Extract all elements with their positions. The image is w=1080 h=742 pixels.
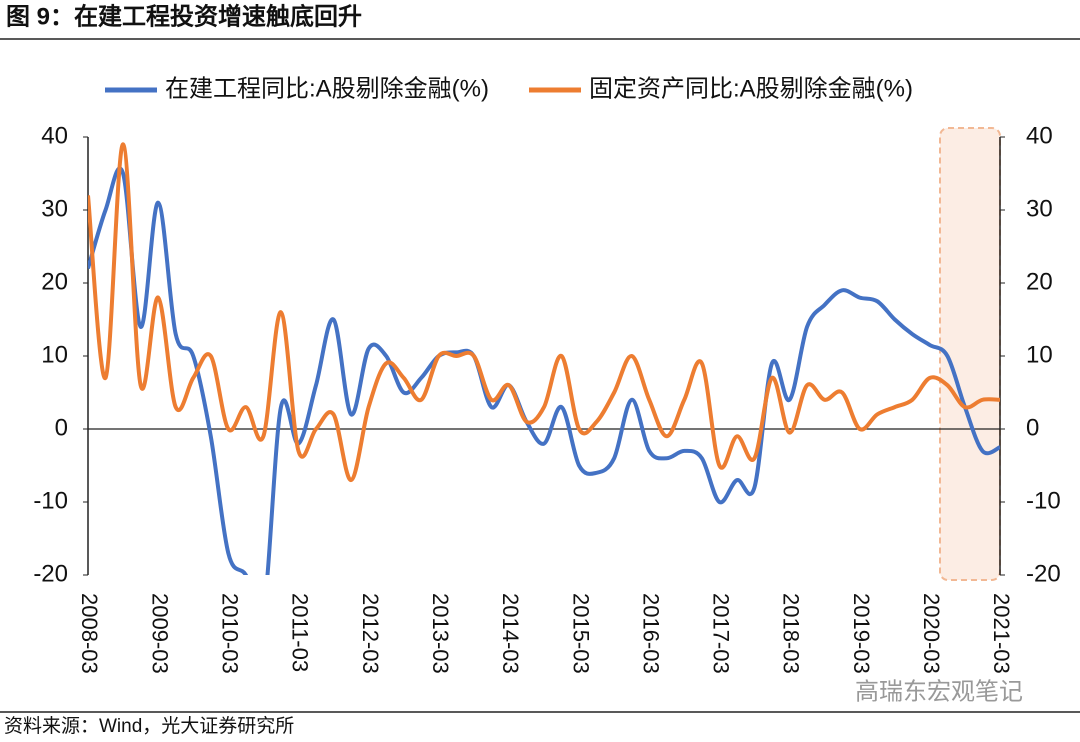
x-tick-label: 2015-03 <box>568 593 593 674</box>
x-tick-label: 2011-03 <box>288 593 313 672</box>
y2-tick-label: 20 <box>1026 268 1053 295</box>
y-tick-label: 40 <box>41 122 68 149</box>
x-tick-label: 2017-03 <box>709 593 734 674</box>
x-tick-label: 2010-03 <box>217 593 242 674</box>
watermark: 高瑞东宏观笔记 <box>855 678 1023 705</box>
y-tick-label: 20 <box>41 268 68 295</box>
highlight-box <box>939 127 1001 581</box>
y2-tick-label: 10 <box>1026 341 1053 368</box>
x-tick-label: 2009-03 <box>147 593 172 674</box>
y2-tick-label: 30 <box>1026 195 1053 222</box>
y2-tick-label: 40 <box>1026 122 1053 149</box>
series-line <box>88 166 1000 575</box>
y-tick-label: 0 <box>55 414 68 441</box>
source: 资料来源：Wind，光大证券研究所 <box>4 715 294 737</box>
x-tick-label: 2012-03 <box>358 593 383 674</box>
x-tick-label: 2008-03 <box>77 593 102 674</box>
y2-tick-label: 0 <box>1026 414 1039 441</box>
y-tick-label: -20 <box>33 560 68 587</box>
x-tick-label: 2021-03 <box>989 593 1014 674</box>
x-tick-label: 2016-03 <box>638 593 663 674</box>
x-tick-label: 2013-03 <box>428 593 453 674</box>
series-line <box>88 142 1000 483</box>
y-tick-label: -10 <box>33 487 68 514</box>
y-tick-label: 10 <box>41 341 68 368</box>
chart-title: 图 9：在建工程投资增速触底回升 <box>6 2 362 30</box>
x-tick-label: 2019-03 <box>849 593 874 674</box>
x-tick-label: 2020-03 <box>919 593 944 674</box>
x-tick-label: 2018-03 <box>779 593 804 674</box>
y2-tick-label: -10 <box>1026 487 1061 514</box>
y-tick-label: 30 <box>41 195 68 222</box>
legend-label: 固定资产同比:A股剔除金融(%) <box>589 75 913 102</box>
legend-label: 在建工程同比:A股剔除金融(%) <box>165 75 489 102</box>
x-tick-label: 2014-03 <box>498 593 523 674</box>
y2-tick-label: -20 <box>1026 560 1061 587</box>
